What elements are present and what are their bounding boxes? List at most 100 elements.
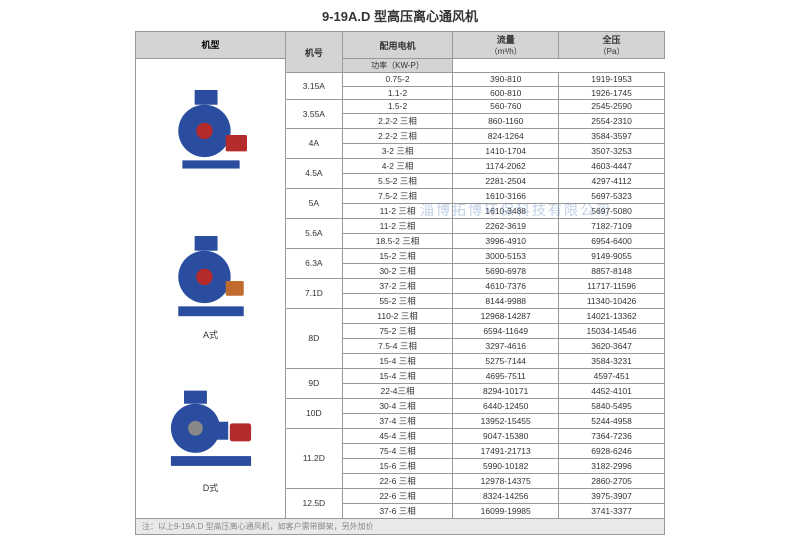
cell-flow: 5275-7144: [453, 353, 559, 368]
cell-model: 7.1D: [286, 278, 343, 308]
table-row: 22-4三相8294-101714452-4101: [286, 383, 665, 398]
cell-power: 37-6 三相: [342, 503, 453, 518]
cell-flow: 4610-7376: [453, 278, 559, 293]
cell-pressure: 5697-5323: [559, 188, 665, 203]
col-header-pressure: 全压（Pa）: [559, 32, 665, 59]
cell-flow: 3000-5153: [453, 248, 559, 263]
cell-pressure: 3584-3597: [559, 128, 665, 143]
cell-pressure: 3507-3253: [559, 143, 665, 158]
cell-flow: 600-810: [453, 86, 559, 100]
fan-icon: [166, 389, 256, 479]
table-row: 75-2 三相6594-1164915034-14546: [286, 323, 665, 338]
cell-pressure: 9149-9055: [559, 248, 665, 263]
cell-pressure: 3975-3907: [559, 488, 665, 503]
cell-flow: 12968-14287: [453, 308, 559, 323]
footer-note: 注：以上9-19A.D 型高压离心通风机，如客户需带脚架，另外加价: [135, 519, 665, 535]
cell-model: 9D: [286, 368, 343, 398]
table-row: 11-2 三相1610-34885697-5080: [286, 203, 665, 218]
cell-pressure: 5840-5495: [559, 398, 665, 413]
cell-power: 1.5-2: [342, 100, 453, 114]
table-row: 9D15-4 三相4695-75114597-451: [286, 368, 665, 383]
cell-pressure: 2545-2590: [559, 100, 665, 114]
cell-flow: 17491-21713: [453, 443, 559, 458]
cell-flow: 824-1264: [453, 128, 559, 143]
cell-model: 5A: [286, 188, 343, 218]
table-row: 10D30-4 三相6440-124505840-5495: [286, 398, 665, 413]
cell-power: 15-2 三相: [342, 248, 453, 263]
cell-flow: 3996-4910: [453, 233, 559, 248]
col-header-motor: 配用电机: [342, 32, 453, 59]
table-row: 18.5-2 三相3996-49106954-6400: [286, 233, 665, 248]
table-row: 37-4 三相13952-154555244-4958: [286, 413, 665, 428]
table-row: 55-2 三相8144-998811340-10426: [286, 293, 665, 308]
cell-pressure: 6928-6246: [559, 443, 665, 458]
cell-pressure: 4452-4101: [559, 383, 665, 398]
cell-power: 7.5-4 三相: [342, 338, 453, 353]
cell-model: 3.55A: [286, 100, 343, 129]
cell-power: 37-4 三相: [342, 413, 453, 428]
cell-power: 11-2 三相: [342, 218, 453, 233]
cell-pressure: 15034-14546: [559, 323, 665, 338]
table-row: 8D110-2 三相12968-1428714021-13362: [286, 308, 665, 323]
cell-flow: 16099-19985: [453, 503, 559, 518]
cell-power: 30-4 三相: [342, 398, 453, 413]
col-header-flow: 流量（m³/h）: [453, 32, 559, 59]
content-area: 机型 A式: [60, 31, 740, 519]
col-header-model-no: 机号: [286, 32, 343, 73]
cell-power: 7.5-2 三相: [342, 188, 453, 203]
table-row: 22-6 三相12978-143752860-2705: [286, 473, 665, 488]
cell-power: 55-2 三相: [342, 293, 453, 308]
table-row: 5.6A11-2 三相2262-36197182-7109: [286, 218, 665, 233]
table-row: 5.5-2 三相2281-25044297-4112: [286, 173, 665, 188]
cell-pressure: 4297-4112: [559, 173, 665, 188]
table-row: 3.15A0.75-2390-8101919-1953: [286, 73, 665, 87]
cell-flow: 390-810: [453, 73, 559, 87]
cell-power: 37-2 三相: [342, 278, 453, 293]
table-row: 4A2.2-2 三相824-12643584-3597: [286, 128, 665, 143]
cell-flow: 6440-12450: [453, 398, 559, 413]
table-row: 6.3A15-2 三相3000-51539149-9055: [286, 248, 665, 263]
cell-power: 15-4 三相: [342, 368, 453, 383]
cell-flow: 8144-9988: [453, 293, 559, 308]
cell-power: 0.75-2: [342, 73, 453, 87]
cell-flow: 2262-3619: [453, 218, 559, 233]
cell-pressure: 3620-3647: [559, 338, 665, 353]
cell-pressure: 4603-4447: [559, 158, 665, 173]
cell-power: 2.2-2 三相: [342, 113, 453, 128]
cell-pressure: 8857-8148: [559, 263, 665, 278]
cell-model: 3.15A: [286, 73, 343, 100]
cell-flow: 2281-2504: [453, 173, 559, 188]
cell-model: 4A: [286, 128, 343, 158]
cell-power: 75-2 三相: [342, 323, 453, 338]
table-row: 15-4 三相5275-71443584-3231: [286, 353, 665, 368]
table-row: 7.1D37-2 三相4610-737611717-11596: [286, 278, 665, 293]
cell-flow: 1610-3166: [453, 188, 559, 203]
cell-pressure: 7364-7236: [559, 428, 665, 443]
cell-model: 10D: [286, 398, 343, 428]
cell-pressure: 3741-3377: [559, 503, 665, 518]
table-row: 1.1-2600-8101926-1745: [286, 86, 665, 100]
cell-flow: 560-760: [453, 100, 559, 114]
cell-flow: 12978-14375: [453, 473, 559, 488]
cell-pressure: 2860-2705: [559, 473, 665, 488]
cell-flow: 4695-7511: [453, 368, 559, 383]
cell-flow: 5990-10182: [453, 458, 559, 473]
cell-model: 5.6A: [286, 218, 343, 248]
table-row: 3.55A1.5-2560-7602545-2590: [286, 100, 665, 114]
cell-power: 110-2 三相: [342, 308, 453, 323]
cell-power: 22-4三相: [342, 383, 453, 398]
cell-flow: 8324-14256: [453, 488, 559, 503]
cell-pressure: 2554-2310: [559, 113, 665, 128]
cell-power: 1.1-2: [342, 86, 453, 100]
cell-flow: 9047-15380: [453, 428, 559, 443]
cell-flow: 1410-1704: [453, 143, 559, 158]
cell-model: 6.3A: [286, 248, 343, 278]
cell-model: 4.5A: [286, 158, 343, 188]
cell-power: 22-6 三相: [342, 488, 453, 503]
cell-pressure: 3584-3231: [559, 353, 665, 368]
cell-flow: 6594-11649: [453, 323, 559, 338]
cell-pressure: 4597-451: [559, 368, 665, 383]
fan-image-2: A式: [166, 212, 256, 365]
cell-power: 45-4 三相: [342, 428, 453, 443]
table-row: 37-6 三相16099-199853741-3377: [286, 503, 665, 518]
